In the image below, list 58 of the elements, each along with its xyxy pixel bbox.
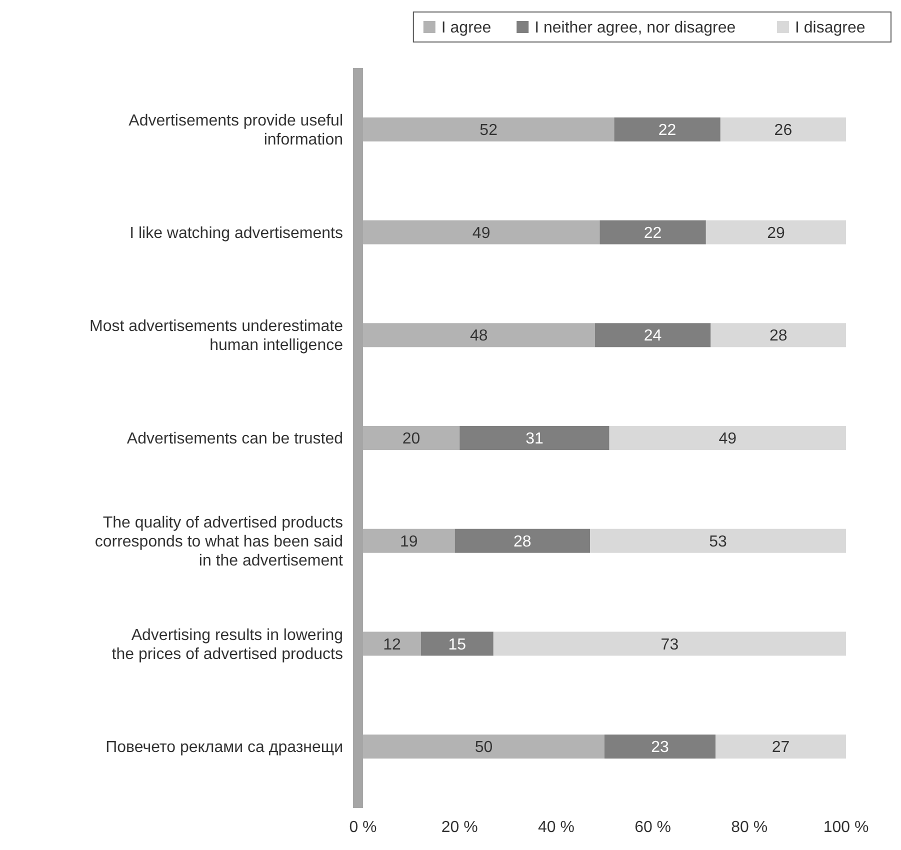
bar xyxy=(590,528,846,553)
x-tick-label: 60 % xyxy=(634,819,672,836)
y-tick-label: Повечето реклами са дразнещи xyxy=(106,739,343,756)
x-tick-label: 20 % xyxy=(441,819,478,836)
legend-label: I disagree xyxy=(795,20,866,37)
data-label: 26 xyxy=(774,122,792,140)
bar xyxy=(363,220,600,244)
bar xyxy=(363,117,614,142)
bar xyxy=(609,426,846,450)
data-label: 49 xyxy=(472,224,490,242)
data-label: 50 xyxy=(474,739,493,756)
data-label: 12 xyxy=(383,636,401,654)
data-label: 22 xyxy=(644,224,662,242)
data-label: 20 xyxy=(402,430,420,448)
legend-label: I neither agree, nor disagree xyxy=(534,20,736,37)
bar xyxy=(493,632,846,656)
y-tick-label: Advertisements provide useful information xyxy=(128,112,343,149)
bar xyxy=(614,117,720,142)
bar xyxy=(363,426,460,450)
data-label: 49 xyxy=(718,430,737,448)
data-label: 31 xyxy=(526,430,544,448)
y-tick-label: I like watching advertisements xyxy=(130,224,343,242)
y-tick-label: Most advertisements underestimate human intelligence xyxy=(90,318,344,354)
bar xyxy=(363,632,421,656)
x-tick-label: 80 % xyxy=(731,819,768,836)
data-label: 52 xyxy=(480,122,498,140)
data-label: 19 xyxy=(400,533,418,550)
data-label: 53 xyxy=(709,533,728,550)
bar xyxy=(460,426,610,450)
bar xyxy=(706,220,846,244)
bar xyxy=(716,734,846,759)
bar xyxy=(720,117,846,142)
data-label: 23 xyxy=(651,739,670,756)
x-tick-label: 0 % xyxy=(349,819,377,836)
data-label: 48 xyxy=(470,328,488,345)
y-tick-label: The quality of advertised products corresponds to what has been said in the advertisement xyxy=(94,514,344,570)
data-label: 22 xyxy=(658,122,676,140)
bar xyxy=(420,632,494,656)
y-tick-label: Advertisements can be trusted xyxy=(126,430,343,448)
legend-label: I agree xyxy=(441,20,492,37)
data-label: 24 xyxy=(644,328,662,345)
bar xyxy=(710,323,846,348)
bar xyxy=(604,734,716,759)
x-tick-label: 40 % xyxy=(538,819,574,836)
bar xyxy=(363,734,604,759)
bar xyxy=(594,323,711,348)
data-label: 73 xyxy=(660,636,679,654)
data-label: 29 xyxy=(767,224,785,242)
data-label: 15 xyxy=(448,636,466,654)
data-label: 28 xyxy=(513,533,532,550)
data-label: 28 xyxy=(769,328,788,345)
x-tick-label: 100 % xyxy=(823,819,869,836)
y-tick-label: Advertising results in lowering the prices of advertised products xyxy=(112,626,343,663)
data-label: 27 xyxy=(772,739,790,756)
bar xyxy=(363,323,595,348)
bar xyxy=(454,528,590,553)
bar xyxy=(363,528,455,553)
bar xyxy=(600,220,706,244)
